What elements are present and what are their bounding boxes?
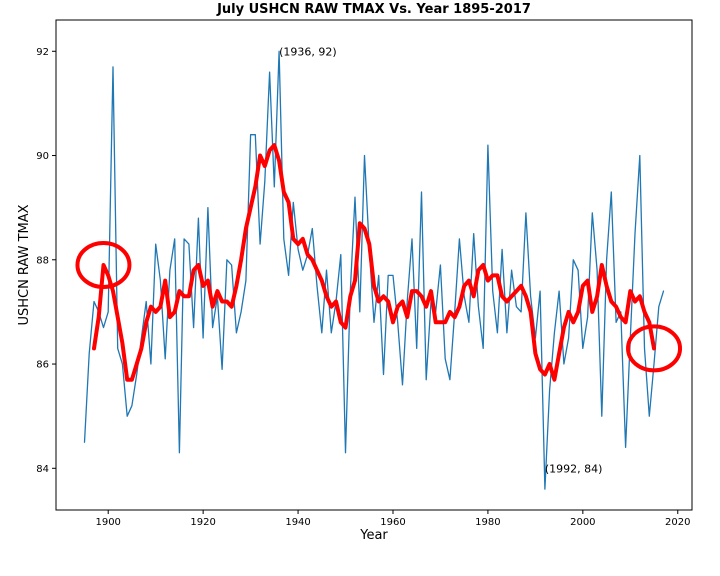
highlight-layer bbox=[75, 241, 683, 373]
smoothed-series-line bbox=[92, 143, 656, 382]
x-tick-label: 1980 bbox=[475, 517, 500, 528]
plot-frame bbox=[55, 19, 693, 511]
x-axis-label: Year bbox=[359, 528, 388, 543]
annotation-layer: (1936, 92) (1992, 84) bbox=[279, 45, 602, 475]
x-tick-label: 2000 bbox=[570, 517, 595, 528]
y-tick-label: 92 bbox=[36, 47, 49, 58]
x-tick-label: 1940 bbox=[285, 517, 310, 528]
y-tick-label: 88 bbox=[36, 255, 49, 266]
y-axis: 84 86 88 90 92 bbox=[36, 47, 56, 475]
x-tick-label: 1900 bbox=[95, 517, 120, 528]
y-tick-label: 90 bbox=[36, 151, 49, 162]
series-layer bbox=[83, 50, 665, 490]
y-axis-label: USHCN RAW TMAX bbox=[17, 204, 32, 325]
point-annotation: (1992, 84) bbox=[545, 462, 603, 475]
y-tick-label: 86 bbox=[36, 360, 49, 371]
y-tick-label: 84 bbox=[36, 464, 49, 475]
x-tick-label: 1920 bbox=[190, 517, 215, 528]
x-axis: 1900 1920 1940 1960 1980 2000 2020 bbox=[95, 510, 690, 528]
raw-series-line bbox=[83, 50, 665, 490]
point-annotation: (1936, 92) bbox=[279, 45, 337, 58]
highlight-circle bbox=[626, 324, 683, 373]
highlight-circle bbox=[75, 241, 132, 289]
chart-title: July USHCN RAW TMAX Vs. Year 1895-2017 bbox=[216, 2, 531, 17]
x-tick-label: 1960 bbox=[380, 517, 405, 528]
x-tick-label: 2020 bbox=[665, 517, 690, 528]
